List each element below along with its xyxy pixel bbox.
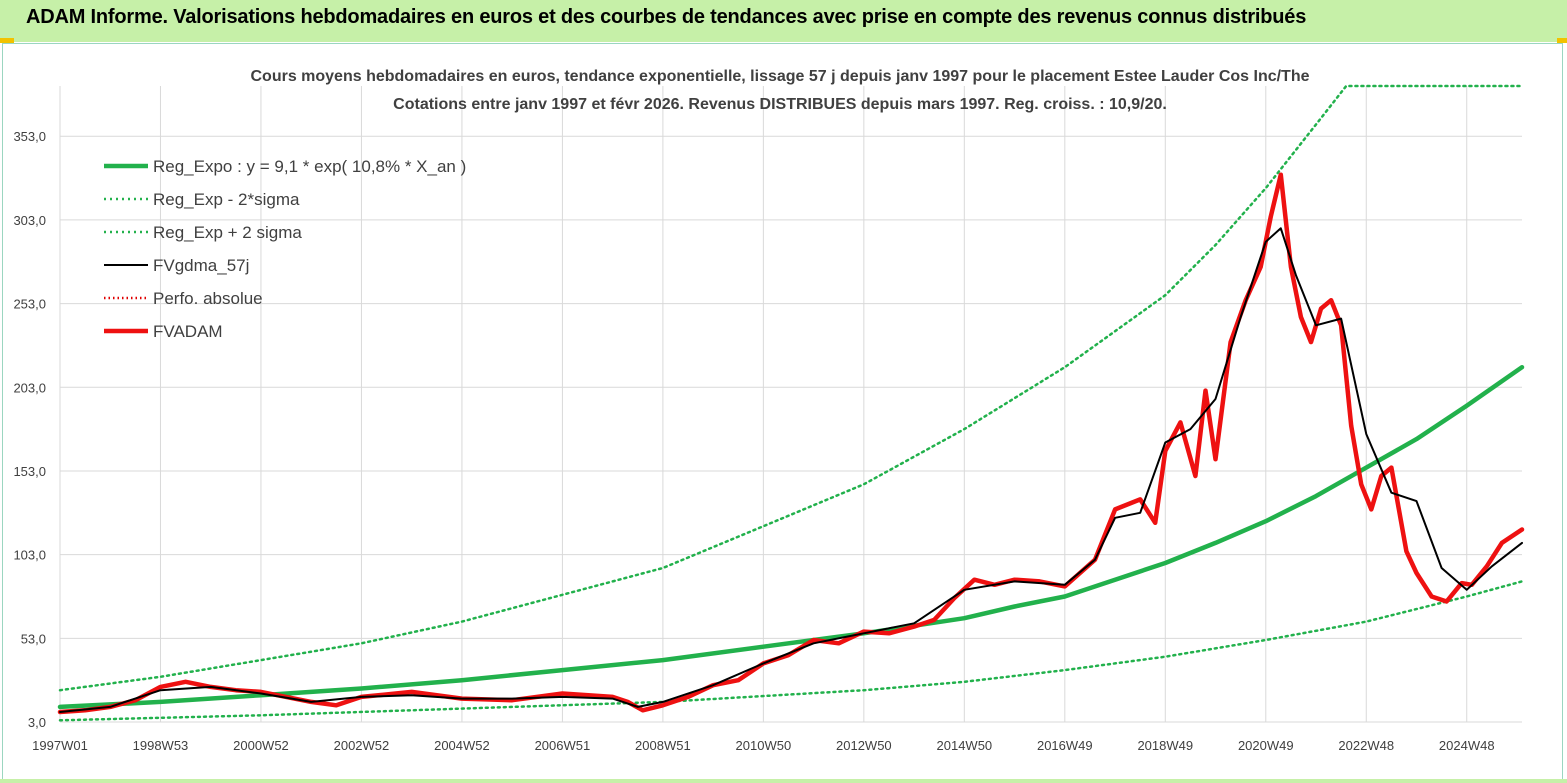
x-tick-label: 2006W51 (535, 738, 591, 753)
x-tick-label: 2014W50 (937, 738, 993, 753)
y-axis: 3,0 53,0 103,0 153,0 203,0 253,0 303,0 353,0 (13, 129, 46, 730)
x-tick-label: 2008W51 (635, 738, 691, 753)
y-tick-label: 153,0 (13, 464, 46, 479)
y-tick-label: 3,0 (28, 715, 46, 730)
fvgdma-57j-line (59, 227, 1523, 713)
legend-label: FVADAM (153, 322, 223, 341)
x-tick-label: 2010W50 (736, 738, 792, 753)
y-tick-label: 303,0 (13, 213, 46, 228)
x-tick-label: 2022W48 (1338, 738, 1394, 753)
header-banner: ADAM Informe. Valorisations hebdomadaire… (0, 0, 1567, 42)
chart-subtitle: Cotations entre janv 1997 et févr 2026. … (393, 96, 1167, 113)
legend: Reg_Expo : y = 9,1 * exp( 10,8% * X_an )… (104, 157, 466, 341)
legend-label: Reg_Exp - 2*sigma (153, 190, 300, 209)
legend-label: Perfo. absolue (153, 289, 263, 308)
reg-expo-line (57, 364, 1525, 710)
legend-label: Reg_Exp + 2 sigma (153, 223, 302, 242)
y-tick-label: 103,0 (13, 548, 46, 563)
chart-grid (59, 86, 1522, 723)
report-title: ADAM Informe. Valorisations hebdomadaire… (26, 6, 1307, 28)
x-tick-label: 2012W50 (836, 738, 892, 753)
x-tick-label: 2016W49 (1037, 738, 1093, 753)
y-tick-label: 53,0 (21, 631, 46, 646)
legend-label: Reg_Expo : y = 9,1 * exp( 10,8% * X_an ) (153, 157, 466, 176)
x-tick-label: 2000W52 (233, 738, 289, 753)
x-tick-label: 2002W52 (334, 738, 390, 753)
x-tick-label: 2018W49 (1137, 738, 1193, 753)
reg-exp-minus-2sigma-line (58, 580, 1524, 722)
x-tick-label: 2004W52 (434, 738, 490, 753)
chart-title: Cours moyens hebdomadaires en euros, ten… (250, 68, 1309, 85)
series-lines (57, 84, 1525, 722)
y-tick-label: 353,0 (13, 129, 46, 144)
y-tick-label: 203,0 (13, 380, 46, 395)
legend-label: FVgdma_57j (153, 256, 249, 275)
x-tick-label: 1998W53 (133, 738, 189, 753)
fvadam-line (57, 172, 1525, 715)
reg-exp-plus-2sigma-line (58, 84, 1524, 692)
x-tick-label: 2020W49 (1238, 738, 1294, 753)
y-tick-label: 253,0 (13, 297, 46, 312)
x-tick-label: 2024W48 (1439, 738, 1495, 753)
x-tick-label: 1997W01 (32, 738, 88, 753)
banner-accent-right (1557, 38, 1567, 43)
x-axis: 1997W01 1998W53 2000W52 2002W52 2004W52 2006W… (32, 738, 1494, 753)
banner-accent-left (0, 38, 14, 43)
bottom-strip (0, 779, 1567, 783)
